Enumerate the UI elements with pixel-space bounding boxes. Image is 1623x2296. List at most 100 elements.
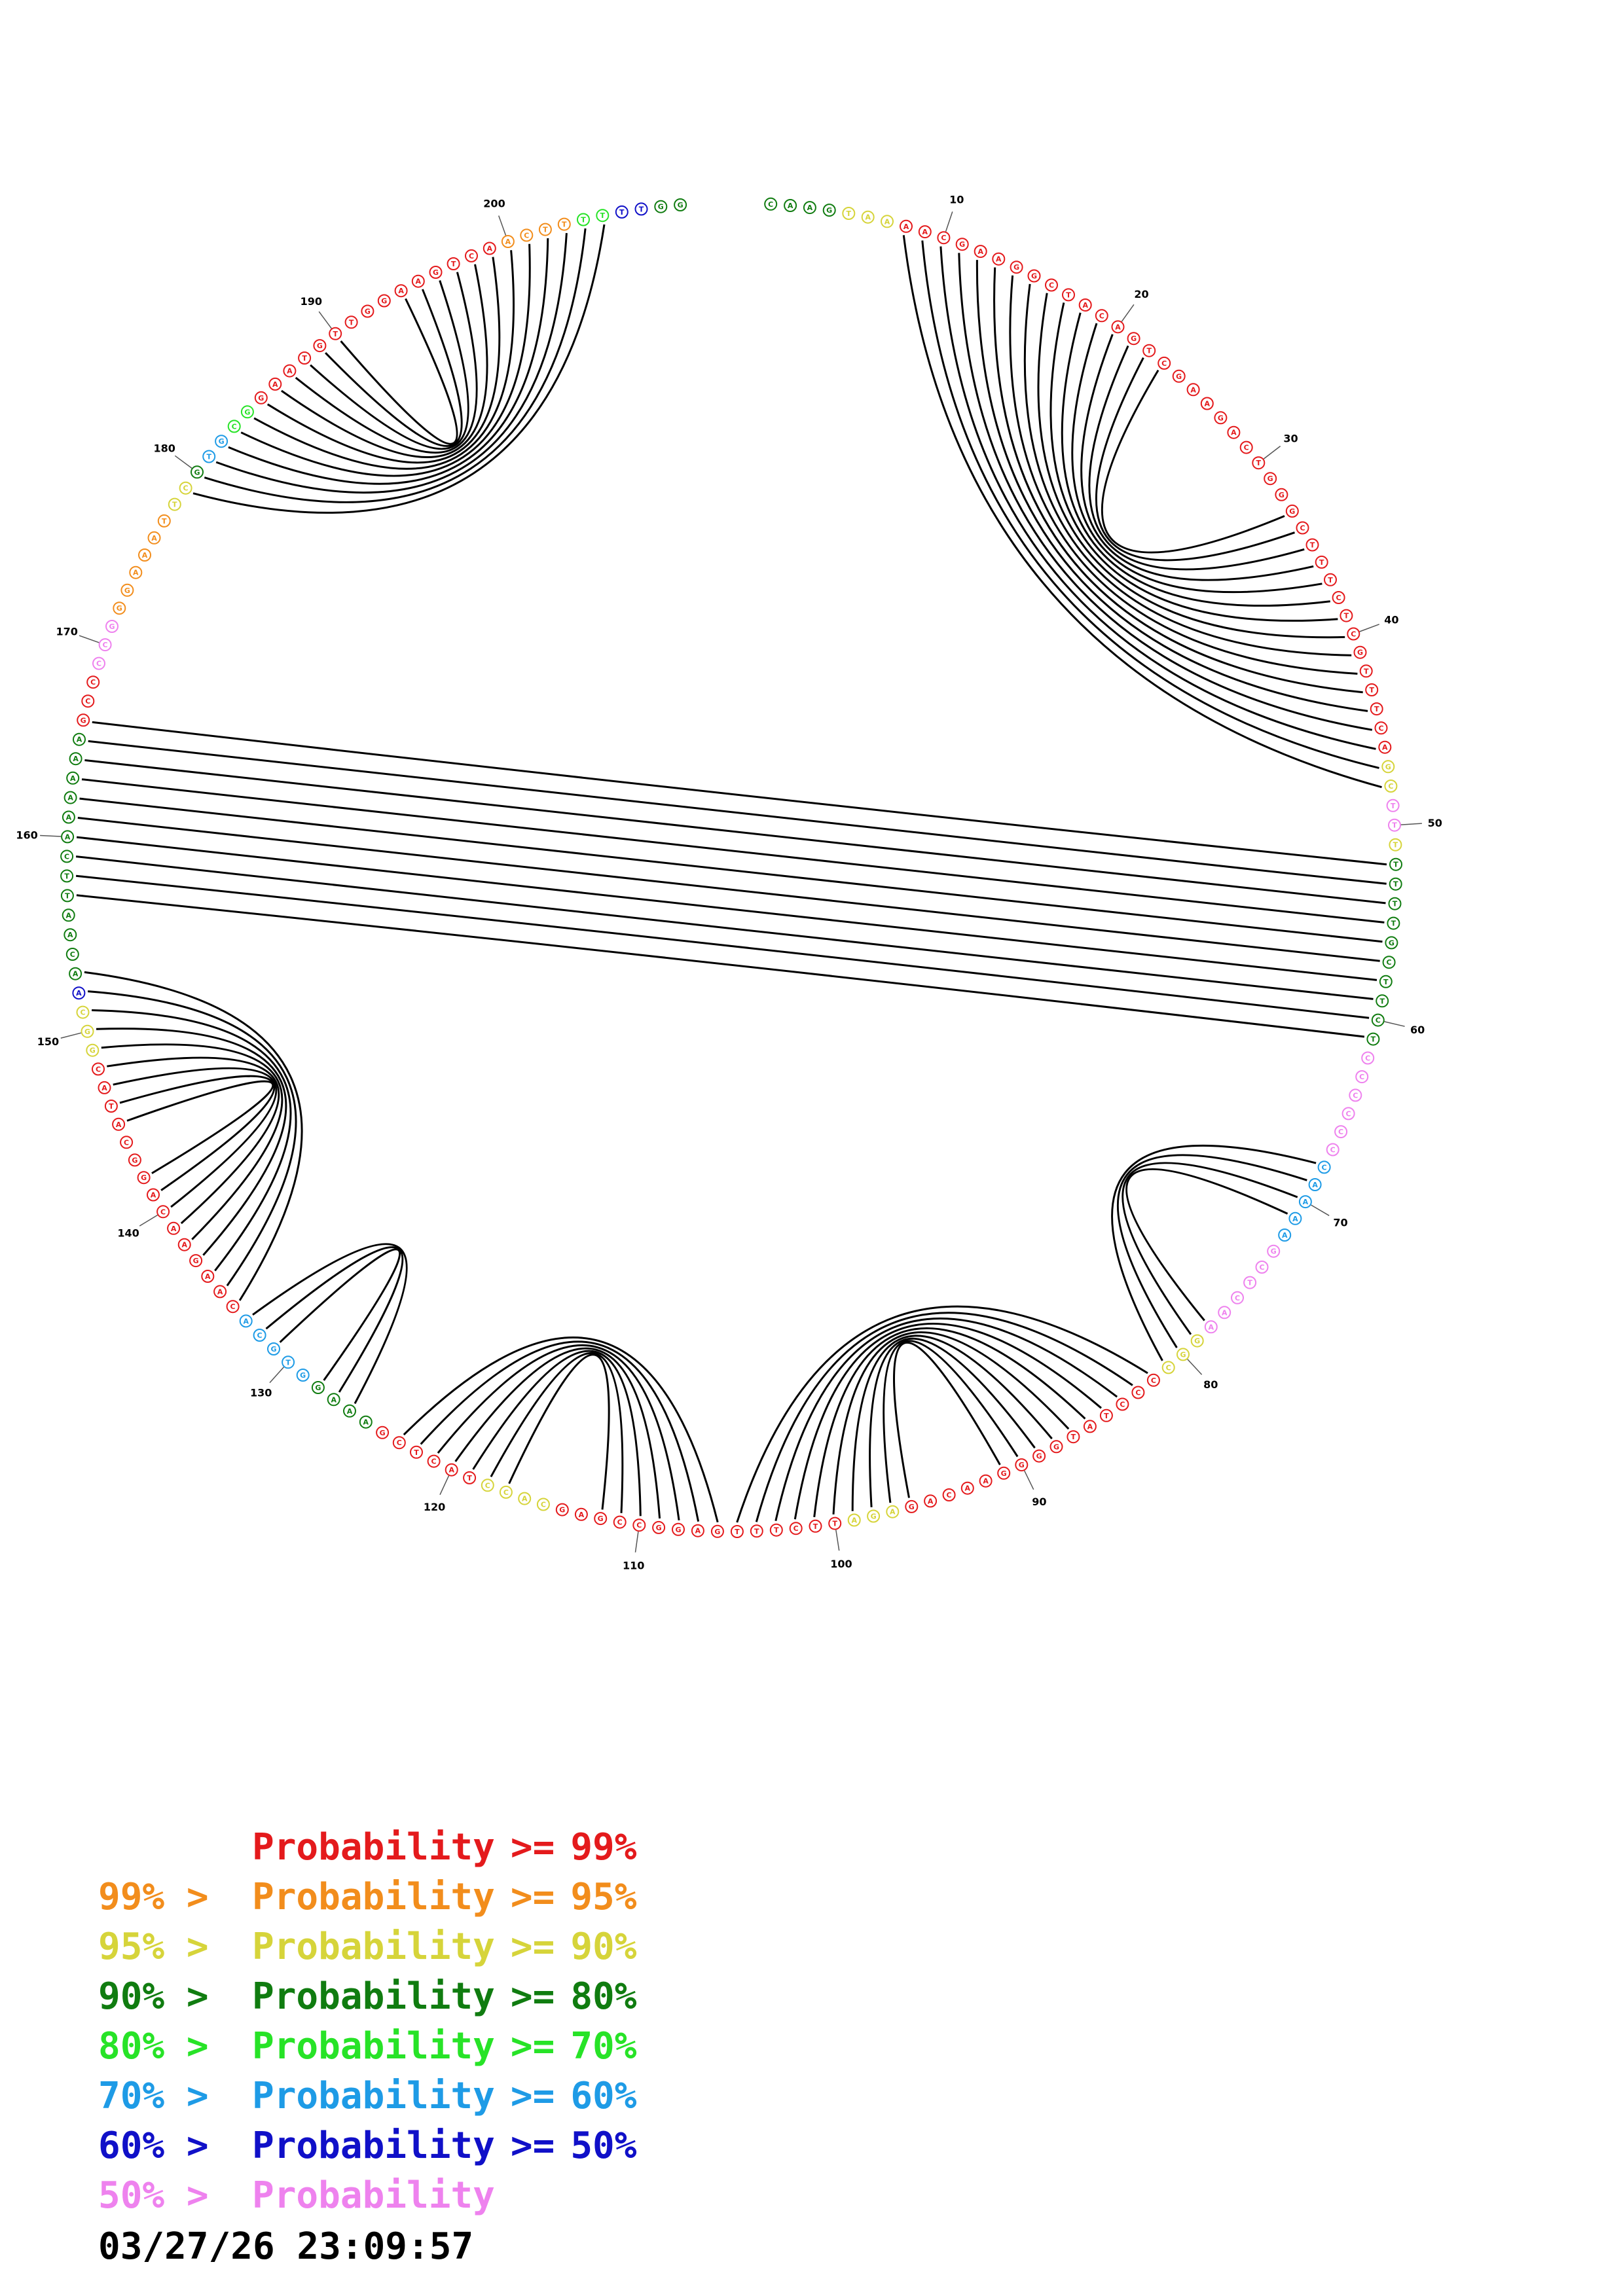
svg-text:G: G	[1013, 263, 1019, 272]
nucleotide: A	[918, 225, 932, 239]
nucleotide: A	[924, 1494, 938, 1508]
pair-arc	[472, 1350, 642, 1516]
svg-text:T: T	[1383, 978, 1389, 986]
pair-arc	[295, 272, 478, 454]
nucleotide: G	[1214, 411, 1228, 425]
svg-text:G: G	[658, 203, 664, 211]
tick-line	[269, 1367, 284, 1384]
nucleotide: C	[1347, 627, 1360, 641]
legend-lower: 95% >	[98, 1926, 209, 1968]
pair-arc	[107, 1056, 280, 1225]
nucleotide: C	[1239, 440, 1253, 454]
svg-text:A: A	[788, 202, 793, 210]
legend-row: 90% > Probability >= 80%	[98, 1972, 818, 2022]
tick-label: 110	[623, 1560, 644, 1572]
svg-text:C: C	[96, 1065, 101, 1073]
nucleotide: T	[750, 1524, 763, 1538]
svg-text:C: C	[1166, 1363, 1171, 1372]
nucleotide: A	[445, 1463, 458, 1477]
tick-label: 60	[1410, 1024, 1425, 1036]
legend-lower: 99% >	[98, 1876, 209, 1918]
nucleotide: C	[253, 1329, 266, 1342]
nucleotide: T	[282, 1355, 295, 1369]
svg-text:G: G	[1036, 1452, 1042, 1461]
svg-text:C: C	[431, 1458, 437, 1466]
svg-text:C: C	[1346, 1109, 1351, 1118]
svg-text:A: A	[70, 774, 76, 783]
nucleotide: A	[861, 210, 875, 224]
nucleotide: A	[343, 1404, 356, 1418]
nucleotide: C	[98, 638, 112, 652]
tick-label: 200	[483, 198, 505, 210]
pair-arc	[893, 1341, 1001, 1498]
svg-text:A: A	[67, 931, 73, 939]
nucleotide: T	[1142, 344, 1156, 357]
nucleotide: A	[518, 1492, 532, 1505]
svg-text:C: C	[1336, 594, 1341, 602]
svg-text:C: C	[80, 1009, 85, 1017]
nucleotide: C	[427, 1454, 441, 1468]
legend-word: Probability	[252, 2174, 495, 2217]
pair-arc	[113, 1067, 278, 1208]
nucleotide: G	[1275, 488, 1288, 501]
svg-text:A: A	[65, 833, 71, 841]
nucleotide: A	[167, 1221, 181, 1235]
svg-text:T: T	[1374, 705, 1379, 713]
legend-lower: 70% >	[98, 2075, 209, 2117]
svg-text:T: T	[1256, 459, 1262, 467]
tick-line	[835, 1530, 840, 1551]
nucleotide: G	[1385, 936, 1398, 950]
pair-arcs	[75, 224, 1387, 1523]
circle-plot: C A A G T AAAACGAAGGCTACAGTCGAAGACTGGGCTTTCTC…	[16, 194, 1442, 1572]
svg-text:G: G	[559, 1506, 565, 1515]
pair-arc	[76, 894, 1365, 1038]
svg-text:G: G	[90, 1047, 96, 1055]
svg-text:A: A	[1209, 1323, 1214, 1331]
svg-text:G: G	[365, 308, 371, 316]
svg-text:A: A	[1205, 400, 1211, 408]
pair-arc	[755, 1312, 1133, 1522]
svg-text:T: T	[1391, 802, 1396, 810]
svg-text:T: T	[600, 211, 606, 220]
nucleotide: G	[296, 1369, 310, 1382]
pair-arc	[1125, 1168, 1288, 1321]
nucleotide: G	[86, 1043, 100, 1057]
svg-text:T: T	[1071, 1433, 1076, 1441]
nucleotide: T	[1067, 1430, 1080, 1444]
nucleotide: A	[129, 565, 143, 579]
svg-text:G: G	[270, 1345, 276, 1354]
svg-text:C: C	[230, 1302, 236, 1311]
svg-text:A: A	[865, 213, 871, 222]
tick-label: 160	[16, 829, 37, 842]
svg-text:T: T	[172, 501, 177, 509]
svg-text:T: T	[1393, 880, 1398, 889]
legend-op: >=	[510, 1926, 555, 1968]
tick-line	[60, 1032, 81, 1039]
svg-text:G: G	[381, 297, 387, 306]
pair-arc	[215, 233, 568, 494]
svg-text:G: G	[1131, 334, 1137, 343]
nucleotide: G	[1015, 1458, 1029, 1472]
nucleotide: G	[77, 713, 90, 727]
nucleotide: T	[447, 257, 460, 270]
svg-text:G: G	[117, 604, 122, 613]
svg-text:T: T	[1328, 576, 1333, 584]
nucleotide: C	[465, 249, 478, 262]
svg-text:A: A	[67, 794, 73, 802]
nucleotide: A	[72, 986, 86, 1000]
svg-text:T: T	[1319, 558, 1324, 567]
svg-text:C: C	[64, 852, 69, 861]
nucleotide: A	[974, 245, 987, 259]
nucleotide: G	[254, 391, 268, 404]
nucleotide: A	[201, 1270, 215, 1283]
nucleotide: T	[168, 497, 181, 511]
nucleotide: A	[64, 928, 77, 942]
nucleotide: C	[481, 1479, 494, 1492]
legend-value: 99%	[570, 1826, 637, 1869]
svg-text:G: G	[909, 1503, 915, 1511]
nucleotide: A	[268, 377, 282, 391]
svg-text:T: T	[1371, 1035, 1376, 1044]
nucleotide: T	[1389, 877, 1402, 891]
svg-text:T: T	[1369, 686, 1374, 694]
legend-word: Probability	[252, 1926, 495, 1968]
